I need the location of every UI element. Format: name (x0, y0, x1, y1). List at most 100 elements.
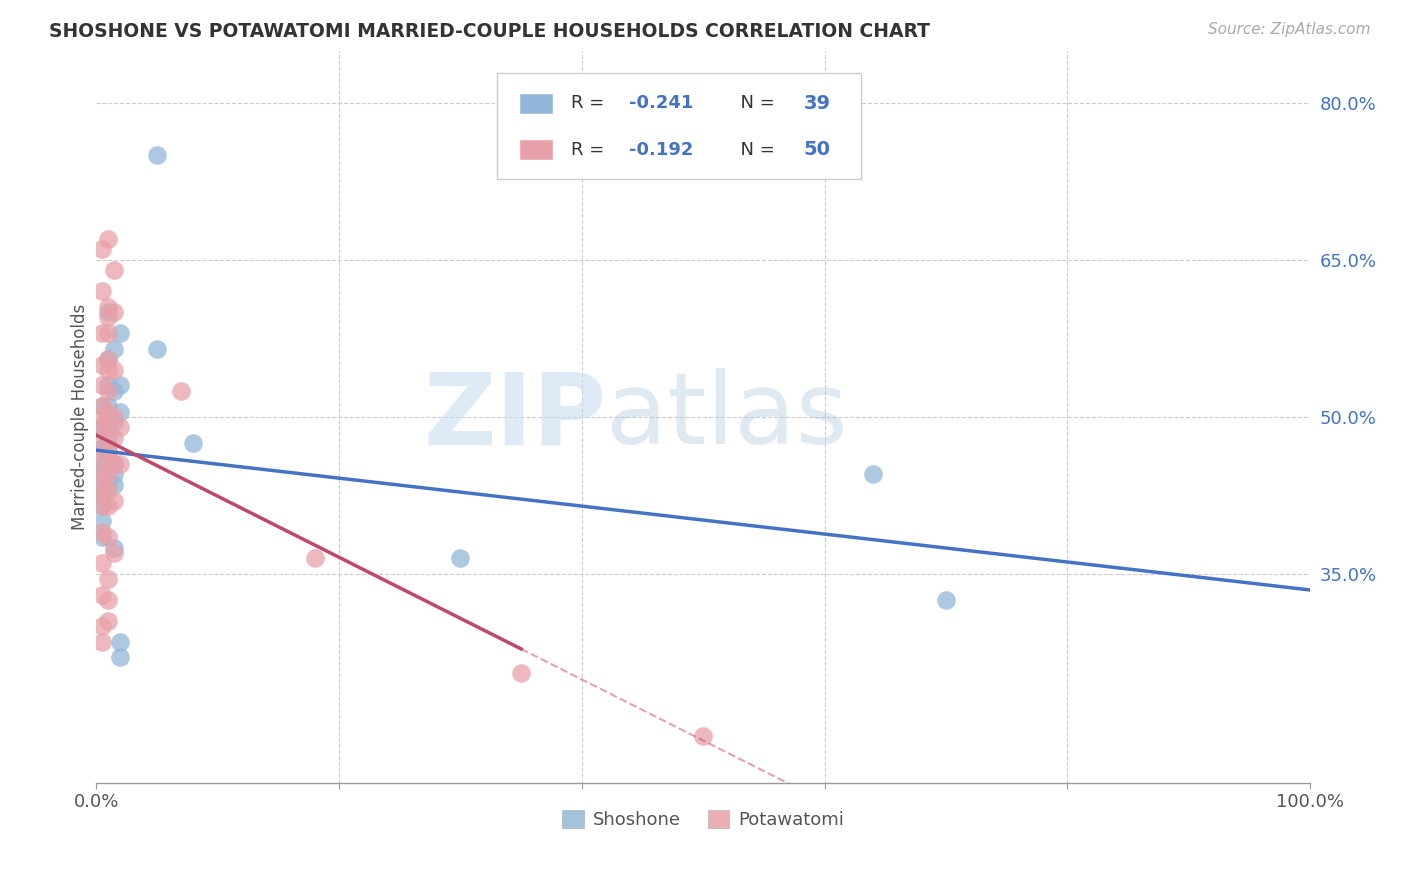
Point (91, 358, 114, 372)
Text: 39: 39 (804, 94, 831, 113)
Text: R =: R = (571, 141, 610, 159)
Point (97, 530, 120, 544)
Point (91, 243, 114, 257)
Point (146, 148, 169, 162)
Point (91, 378, 114, 392)
Point (304, 551, 326, 566)
Point (862, 467, 884, 482)
Point (97, 384, 120, 398)
FancyBboxPatch shape (519, 93, 553, 113)
Legend: Shoshone, Potawatomi: Shoshone, Potawatomi (555, 803, 852, 837)
Text: 50: 50 (804, 140, 831, 159)
Point (91, 451, 114, 466)
Point (97, 300, 120, 314)
Point (103, 493, 125, 508)
Point (97, 483, 120, 497)
Text: N =: N = (728, 95, 780, 112)
Point (91, 488, 114, 502)
Point (103, 384, 125, 398)
Point (97, 409, 120, 424)
Point (91, 557, 114, 571)
Point (935, 593, 957, 607)
Point (103, 541, 125, 555)
Point (91, 478, 114, 492)
Point (91, 400, 114, 414)
Point (97, 420, 120, 434)
Point (97, 305, 120, 319)
Point (97, 400, 120, 414)
Y-axis label: Married-couple Households: Married-couple Households (72, 304, 89, 530)
Point (103, 431, 125, 445)
Point (91, 285, 114, 299)
Point (103, 409, 125, 424)
Point (91, 635, 114, 649)
FancyBboxPatch shape (519, 139, 553, 160)
Point (91, 499, 114, 513)
Point (91, 467, 114, 482)
Point (97, 326, 120, 341)
Point (97, 420, 120, 434)
Point (97, 378, 120, 392)
Point (103, 457, 125, 471)
Text: atlas: atlas (606, 368, 848, 466)
Point (97, 457, 120, 471)
Point (103, 342, 125, 356)
Point (91, 409, 114, 424)
Point (110, 807, 132, 822)
Point (97, 404, 120, 418)
Text: Source: ZipAtlas.com: Source: ZipAtlas.com (1208, 22, 1371, 37)
Point (97, 499, 120, 513)
Point (170, 384, 193, 398)
Point (91, 442, 114, 456)
Point (110, 457, 132, 471)
Point (91, 467, 114, 482)
Point (97, 614, 120, 628)
Point (91, 499, 114, 513)
Point (97, 446, 120, 460)
Text: SHOSHONE VS POTAWATOMI MARRIED-COUPLE HOUSEHOLDS CORRELATION CHART: SHOSHONE VS POTAWATOMI MARRIED-COUPLE HO… (49, 22, 931, 41)
Point (97, 467, 120, 482)
Text: N =: N = (728, 141, 780, 159)
Text: -0.241: -0.241 (628, 95, 693, 112)
Point (103, 546, 125, 560)
Point (97, 442, 120, 456)
FancyBboxPatch shape (496, 72, 860, 178)
Point (97, 352, 120, 367)
Point (110, 635, 132, 649)
Point (91, 457, 114, 471)
Point (97, 310, 120, 325)
Text: ZIP: ZIP (423, 368, 606, 466)
Point (103, 263, 125, 277)
Point (103, 478, 125, 492)
Point (91, 400, 114, 414)
Point (91, 420, 114, 434)
Point (510, 666, 533, 681)
Point (91, 420, 114, 434)
Point (110, 378, 132, 392)
Point (692, 729, 714, 743)
Point (91, 488, 114, 502)
Point (103, 305, 125, 319)
Point (91, 478, 114, 492)
Point (97, 572, 120, 586)
Point (91, 524, 114, 539)
Point (91, 588, 114, 602)
Point (97, 232, 120, 246)
Point (103, 467, 125, 482)
Point (91, 619, 114, 633)
Point (91, 515, 114, 529)
Point (97, 363, 120, 377)
Point (110, 650, 132, 665)
Text: -0.192: -0.192 (628, 141, 693, 159)
Point (91, 326, 114, 341)
Point (146, 342, 169, 356)
Point (97, 478, 120, 492)
Point (181, 436, 204, 450)
Text: R =: R = (571, 95, 610, 112)
Point (110, 326, 132, 341)
Point (97, 431, 120, 445)
Point (103, 457, 125, 471)
Point (103, 415, 125, 429)
Point (449, 551, 471, 566)
Point (110, 404, 132, 418)
